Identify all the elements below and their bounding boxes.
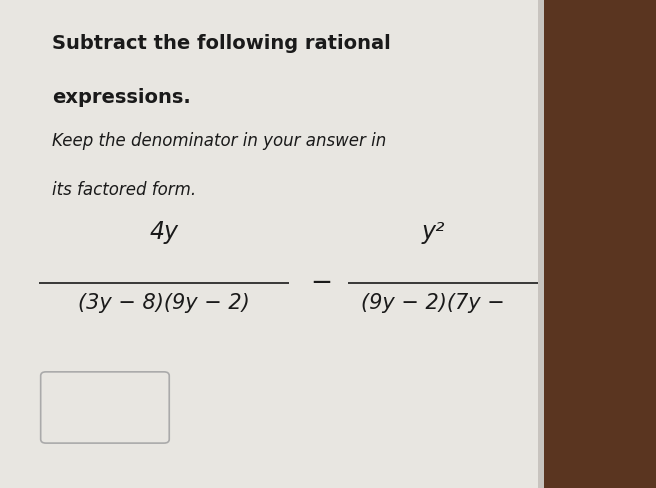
Bar: [544, 0, 656, 488]
Bar: [0, 0, 538, 488]
Text: Keep the denominator in your answer in: Keep the denominator in your answer in: [52, 132, 387, 150]
Text: y²: y²: [421, 220, 445, 244]
Text: Subtract the following rational: Subtract the following rational: [52, 34, 391, 53]
FancyBboxPatch shape: [41, 372, 169, 443]
Text: expressions.: expressions.: [52, 88, 192, 107]
Text: its factored form.: its factored form.: [52, 181, 197, 199]
Text: −: −: [310, 270, 333, 296]
Text: 4y: 4y: [150, 220, 178, 244]
Text: (9y − 2)(7y −: (9y − 2)(7y −: [361, 293, 505, 313]
Text: (3y − 8)(9y − 2): (3y − 8)(9y − 2): [78, 293, 250, 313]
